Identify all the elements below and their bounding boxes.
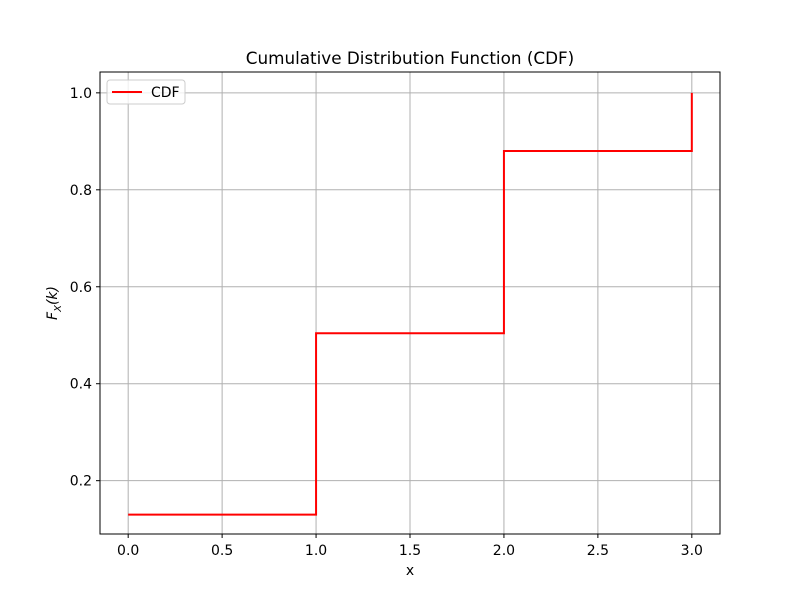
grid [100,72,720,534]
chart-title: Cumulative Distribution Function (CDF) [246,48,574,68]
axis-ticks: 0.0 0.5 1.0 1.5 2.0 2.5 3.0 0.2 0.4 0.6 0.8 1.0 [70,86,703,559]
y-tick-label: 0.6 [70,280,92,296]
x-tick-label: 1.0 [305,543,327,559]
series-layer [128,92,693,516]
y-tick-label: 0.8 [70,183,92,199]
legend-label: CDF [151,85,180,101]
y-axis-label-base: F [45,311,61,320]
x-tick-label: 1.5 [399,543,421,559]
y-axis-label-arg: (k) [45,286,61,305]
x-tick-label: 3.0 [681,543,703,559]
legend-box [106,79,186,105]
y-axis-label: FX(k) [45,286,64,320]
y-axis-label-sub: X [53,304,64,313]
legend: CDF [106,79,186,105]
x-tick-label: 0.5 [211,543,233,559]
x-axis-label: x [406,563,414,579]
x-tick-label: 0.0 [117,543,139,559]
x-tick-label: 2.5 [587,543,609,559]
y-tick-label: 0.2 [70,474,92,490]
y-tick-label: 0.4 [70,377,92,393]
x-tick-label: 2.0 [493,543,515,559]
y-tick-label: 1.0 [70,86,92,102]
cdf-step-line [128,92,693,516]
